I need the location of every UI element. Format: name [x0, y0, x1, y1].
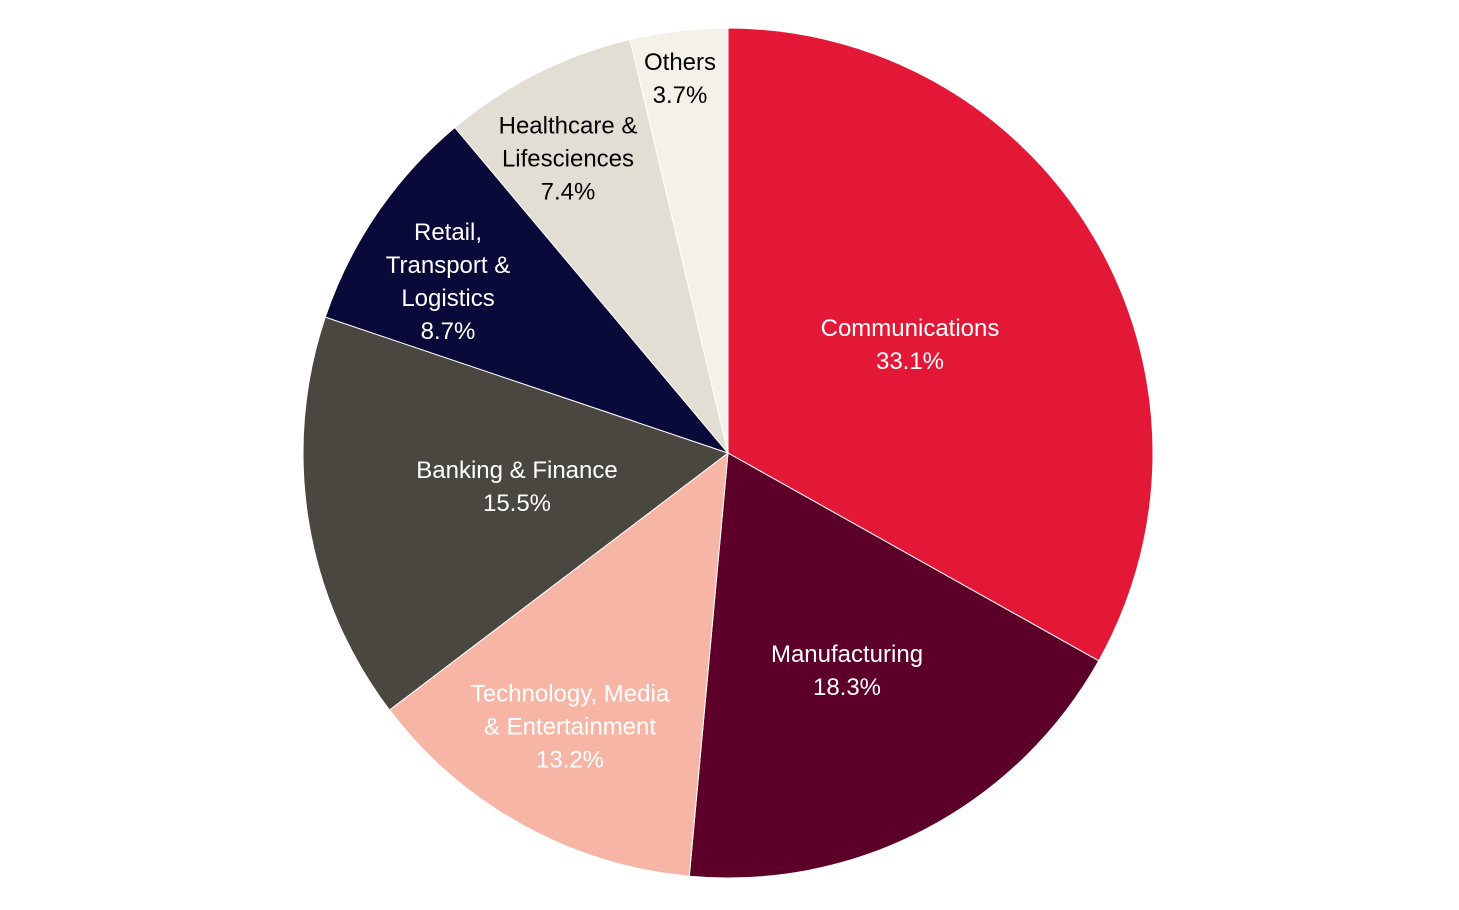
slice-category-label: Others: [644, 49, 716, 76]
slice-category-label: Healthcare &: [499, 113, 638, 140]
slice-value-label: 13.2%: [536, 747, 604, 774]
pie-label-group-0: Communications 33.1%: [821, 315, 1000, 375]
pie-labels: Communications 33.1% Manufacturing 18.3% Tec…: [386, 49, 1000, 774]
pie-label-group-5: Healthcare & Lifesciences 7.4%: [499, 113, 638, 206]
slice-value-label: 7.4%: [541, 179, 596, 206]
pie-slice-5: [454, 38, 729, 454]
slice-category-label: Lifesciences: [502, 146, 634, 173]
slice-category-label: Manufacturing: [771, 641, 923, 668]
slice-category-label: Retail,: [414, 219, 482, 246]
pie-slice-3: [302, 316, 730, 711]
slice-category-label: Communications: [821, 315, 1000, 342]
slice-category-label: Transport &: [386, 252, 511, 279]
pie-label-group-2: Technology, Media & Entertainment 13.2%: [471, 681, 670, 774]
slice-category-label: Logistics: [401, 285, 494, 312]
pie-slice-1: [688, 452, 1100, 879]
pie-label-group-1: Manufacturing 18.3%: [771, 641, 923, 701]
slice-value-label: 8.7%: [421, 318, 476, 345]
slice-value-label: 33.1%: [876, 348, 944, 375]
slice-value-label: 3.7%: [653, 82, 708, 109]
pie-label-group-4: Retail, Transport & Logistics 8.7%: [386, 219, 511, 345]
pie-slice-6: [629, 27, 729, 454]
slice-category-label: Banking & Finance: [416, 457, 617, 484]
pie-slice-4: [324, 126, 730, 455]
slice-category-label: Technology, Media: [471, 681, 670, 708]
pie-label-group-6: Others 3.7%: [644, 49, 716, 109]
slice-value-label: 15.5%: [483, 490, 551, 517]
slice-category-label: & Entertainment: [484, 714, 656, 741]
pie-slice-0: [727, 27, 1154, 662]
pie-slice-2: [388, 451, 729, 877]
pie-slices: [302, 27, 1154, 879]
pie-label-group-3: Banking & Finance 15.5%: [416, 457, 617, 517]
slice-value-label: 18.3%: [813, 674, 881, 701]
